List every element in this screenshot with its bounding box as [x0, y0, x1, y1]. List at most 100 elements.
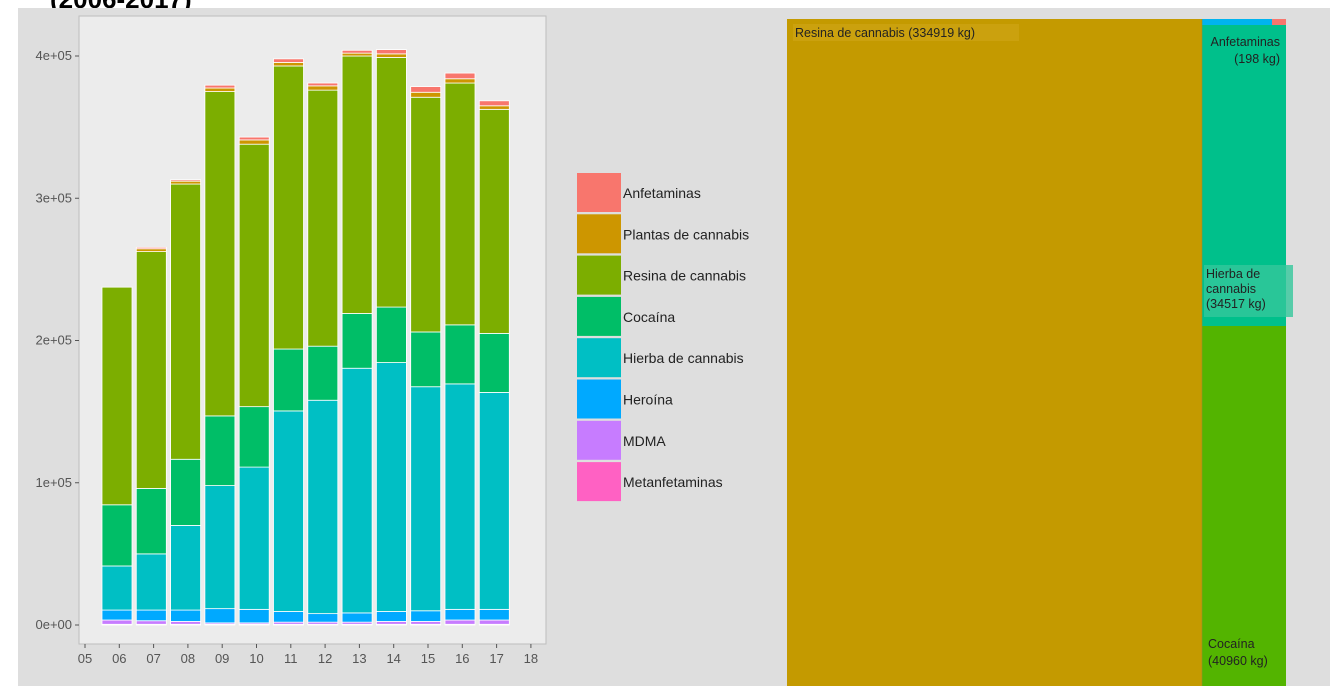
bar-segment [238, 136, 270, 141]
bar-segment [478, 100, 510, 107]
legend-swatch [577, 338, 621, 378]
bar-segment [307, 82, 339, 87]
bar-segment [135, 553, 167, 611]
y-axis: 0e+00 1e+05 2e+05 3e+05 4e+05 [35, 48, 79, 632]
legend-swatch [577, 296, 621, 336]
bar-segment [444, 72, 476, 80]
bar-segment [410, 610, 442, 622]
bar-segment [273, 58, 304, 63]
figure-panel: 0e+00 1e+05 2e+05 3e+05 4e+05 05 06 07 08 09 10 11… [18, 8, 1330, 686]
stacked-bars [101, 49, 510, 626]
legend-label: Anfetaminas [623, 185, 701, 201]
bar-segment [135, 246, 167, 250]
treemap-strip-anfetaminas [1272, 19, 1286, 25]
bar-segment [375, 57, 407, 308]
bar-segment [101, 286, 133, 506]
bar-segment [170, 458, 202, 526]
bar-segment [341, 367, 373, 614]
legend: Anfetaminas Plantas de cannabis Resina de … [577, 173, 749, 502]
bar-segment [375, 306, 407, 363]
bar-segment [135, 488, 167, 555]
legend-label: Cocaína [623, 309, 675, 325]
bar-segment [273, 410, 304, 612]
bar-segment [170, 183, 202, 460]
bar-segment [375, 362, 407, 612]
header-fragment: (2006-2017) [50, 0, 192, 8]
treemap-label-resina: Resina de cannabis (334919 kg) [795, 26, 975, 40]
bar-segment [273, 65, 304, 350]
bar-segment [101, 565, 133, 611]
legend-label: MDMA [623, 433, 666, 449]
bar-segment [444, 78, 476, 84]
legend-label: Hierba de cannabis [623, 350, 744, 366]
bar-segment [444, 383, 476, 610]
legend-swatch [577, 379, 621, 419]
bar-segment [135, 251, 167, 489]
x-tick-label: 14 [386, 651, 400, 666]
bar-segment [307, 345, 339, 401]
bar-segment [273, 348, 304, 412]
bar-segment [238, 608, 270, 624]
bar-segment [204, 87, 236, 92]
treemap-strip-heroina [1202, 19, 1272, 25]
bar-segment [170, 180, 202, 185]
bar-segment [375, 53, 407, 58]
bar-segment [478, 108, 510, 334]
bar-segment [204, 485, 236, 610]
bar-segment [204, 608, 236, 624]
bar-segment [170, 179, 202, 182]
treemap-label-hierba: Hierba de cannabis (34517 kg) [1206, 267, 1266, 311]
legend-swatch [577, 173, 621, 212]
legend-label: Heroína [623, 392, 673, 408]
treemap-label-cocaina: Cocaína (40960 kg) [1208, 637, 1268, 668]
bar-segment [410, 96, 442, 333]
x-tick-label: 15 [421, 651, 435, 666]
x-tick-label: 18 [524, 651, 538, 666]
legend-label: Resina de cannabis [623, 268, 746, 284]
x-tick-label: 13 [352, 651, 366, 666]
x-tick-label: 05 [78, 651, 92, 666]
y-tick-label: 2e+05 [35, 333, 72, 348]
bar-segment [375, 621, 407, 625]
bar-segment [273, 62, 304, 67]
bar-segment [135, 609, 167, 622]
legend-swatch [577, 255, 621, 295]
bar-segment [444, 324, 476, 385]
legend-swatch [577, 214, 621, 254]
bar-segment [307, 89, 339, 347]
bar-segment [341, 49, 373, 54]
bar-segment [444, 619, 476, 625]
bar-segment [273, 611, 304, 623]
x-tick-label: 09 [215, 651, 229, 666]
bar-segment [478, 332, 510, 393]
bar-segment [444, 608, 476, 621]
bar-segment [238, 466, 270, 610]
x-axis: 05 06 07 08 09 10 11 12 13 14 15 16 17 18 [78, 644, 538, 666]
legend-label: Metanfetaminas [623, 474, 723, 490]
y-tick-label: 0e+00 [35, 617, 72, 632]
bar-segment [341, 52, 373, 57]
bar-segment [444, 82, 476, 326]
bar-segment [478, 105, 510, 110]
bar-segment [135, 248, 167, 252]
treemap-label-anfetaminas: Anfetaminas (198 kg) [1211, 35, 1280, 66]
x-tick-label: 07 [146, 651, 160, 666]
bar-segment [170, 525, 202, 611]
bar-segment [375, 49, 407, 55]
bar-segment [238, 139, 270, 145]
bar-segment [101, 619, 133, 625]
bar-segment [170, 621, 202, 625]
bar-segment [204, 415, 236, 486]
bar-segment [341, 313, 373, 369]
treemap-cell-cocaina [1202, 326, 1286, 686]
bar-segment [410, 86, 442, 93]
x-tick-label: 10 [249, 651, 263, 666]
bar-segment [101, 609, 133, 621]
y-tick-label: 3e+05 [35, 190, 72, 205]
bar-segment [410, 331, 442, 388]
bar-segment [478, 608, 510, 621]
bar-segment [238, 406, 270, 468]
bar-segment [307, 85, 339, 91]
y-tick-label: 4e+05 [35, 48, 72, 63]
treemap-cell-resina [787, 19, 1202, 686]
